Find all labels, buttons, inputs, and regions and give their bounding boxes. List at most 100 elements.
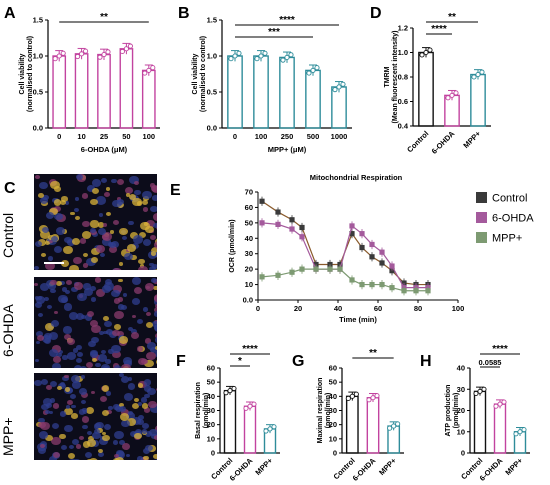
cell-nucleus xyxy=(49,332,59,340)
cell-nucleus xyxy=(35,175,40,180)
cell-nucleus xyxy=(92,431,101,439)
cell-nucleus xyxy=(138,258,145,265)
cell-nucleus xyxy=(143,455,149,460)
cell-nucleus xyxy=(115,451,126,460)
cell-nucleus xyxy=(113,311,124,320)
cell-nucleus xyxy=(71,286,78,293)
cell-nucleus xyxy=(90,351,99,359)
cell-nucleus xyxy=(101,350,107,355)
chart-b-y-axis-label: (normalised to control) xyxy=(200,36,207,112)
cell-nucleus xyxy=(150,277,157,284)
chart-f-significance-label: * xyxy=(238,356,242,367)
cell-nucleus xyxy=(89,285,97,292)
cell-nucleus xyxy=(150,404,157,413)
cell-nucleus xyxy=(102,223,108,227)
cell-nucleus xyxy=(45,261,55,270)
cell-nucleus xyxy=(145,444,153,452)
cell-nucleus xyxy=(103,423,111,431)
panel-f-label: F xyxy=(176,353,186,370)
cell-nucleus xyxy=(73,257,82,265)
microscopy-image-6ohda xyxy=(34,277,157,368)
cell-nucleus xyxy=(50,181,60,190)
cell-nucleus xyxy=(114,324,122,330)
cell-nucleus xyxy=(99,436,105,440)
chart-g-bar xyxy=(366,397,380,454)
cell-nucleus xyxy=(43,398,53,406)
chart-b-bar xyxy=(305,69,321,129)
cell-nucleus xyxy=(75,444,82,449)
cell-nucleus xyxy=(155,358,157,366)
chart-g-ytick-label: 40 xyxy=(329,392,337,401)
chart-g-xtick-label: 6-OHDA xyxy=(351,456,378,483)
chart-h-xtick-label: 6-OHDA xyxy=(478,456,505,483)
cell-nucleus xyxy=(142,238,152,246)
cell-nucleus xyxy=(154,434,157,440)
chart-b-bar xyxy=(227,55,243,129)
chart-h-ytick-label: 40 xyxy=(457,364,465,373)
chart-d-data-point xyxy=(445,95,451,101)
cell-nucleus xyxy=(102,315,110,322)
cell-nucleus xyxy=(101,410,109,417)
chart-e-data-point xyxy=(299,234,305,240)
cell-nucleus xyxy=(108,406,113,410)
chart-h-data-point xyxy=(517,429,523,435)
cell-nucleus xyxy=(122,236,128,241)
cell-nucleus xyxy=(125,453,130,458)
chart-e-data-point xyxy=(369,281,375,288)
cell-nucleus xyxy=(79,388,88,396)
chart-e-data-point xyxy=(299,224,305,231)
chart-e-data-point xyxy=(389,285,395,291)
chart-a-data-point xyxy=(119,48,125,55)
cell-nucleus xyxy=(52,423,60,430)
chart-d-bar xyxy=(418,51,434,127)
chart-b-data-point xyxy=(280,57,286,63)
cell-nucleus xyxy=(57,386,62,391)
cell-nucleus xyxy=(154,295,157,302)
cell-nucleus xyxy=(62,355,68,360)
chart-g-ytick-label: 0 xyxy=(333,449,337,458)
cell-nucleus xyxy=(82,220,90,227)
cell-nucleus xyxy=(89,198,98,206)
cell-nucleus xyxy=(122,292,128,297)
cell-nucleus xyxy=(52,362,62,368)
cell-nucleus xyxy=(66,399,73,405)
cell-nucleus xyxy=(68,264,79,270)
cell-nucleus xyxy=(146,321,153,328)
chart-f-data-point xyxy=(227,388,233,394)
cell-nucleus xyxy=(62,375,69,382)
cell-nucleus xyxy=(112,329,121,337)
cell-nucleus xyxy=(112,199,122,208)
legend-swatch-2 xyxy=(476,232,487,243)
cell-nucleus xyxy=(88,340,96,347)
cell-nucleus xyxy=(79,409,86,415)
cell-nucleus xyxy=(133,235,143,244)
cell-nucleus xyxy=(50,320,60,328)
chart-a-data-point xyxy=(150,65,156,71)
cell-nucleus xyxy=(64,200,70,206)
cell-nucleus xyxy=(154,337,157,343)
cell-nucleus xyxy=(134,432,142,440)
chart-a-bar xyxy=(97,53,111,129)
chart-a-data-point xyxy=(83,48,89,54)
cell-nucleus xyxy=(86,438,97,447)
cell-nucleus xyxy=(140,222,150,231)
cell-nucleus xyxy=(132,277,142,285)
chart-a-data-point xyxy=(105,49,111,55)
cell-nucleus xyxy=(101,237,111,246)
cell-nucleus xyxy=(128,221,134,226)
chart-f-bar xyxy=(223,389,237,454)
chart-b-data-point xyxy=(232,53,238,59)
chart-d-ytick-label: 1.2 xyxy=(398,24,408,33)
panel-e-label: E xyxy=(170,182,181,199)
chart-g-data-point xyxy=(345,395,351,402)
cell-nucleus xyxy=(98,330,104,336)
chart-f-ytick-label: 40 xyxy=(207,392,215,401)
chart-b-bar xyxy=(253,55,269,129)
cell-nucleus xyxy=(121,409,130,416)
cell-nucleus xyxy=(80,365,88,368)
cell-nucleus xyxy=(91,256,99,263)
cell-nucleus xyxy=(58,295,68,303)
cell-nucleus xyxy=(63,326,72,334)
cell-nucleus xyxy=(71,237,80,245)
